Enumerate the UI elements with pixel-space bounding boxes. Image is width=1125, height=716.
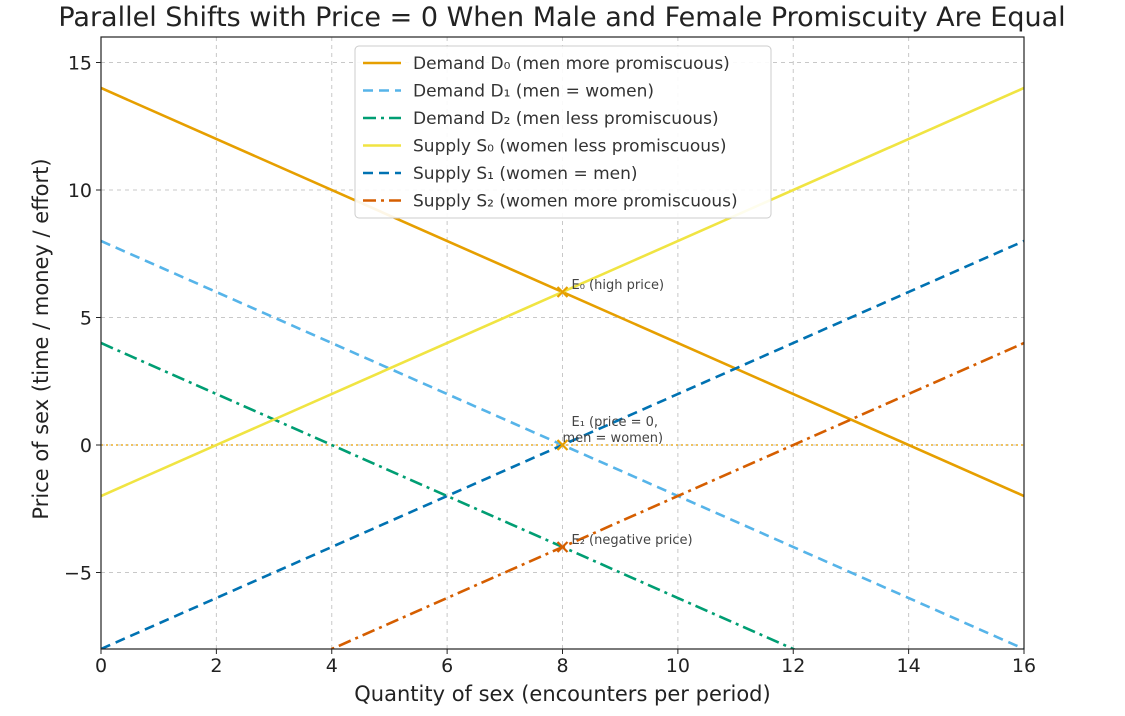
x-tick-label: 6 — [441, 655, 453, 677]
equilibrium-marker-0 — [556, 286, 569, 298]
legend-label: Supply S₂ (women more promiscuous) — [413, 192, 738, 212]
legend-entry-2: Demand D₂ (men less promiscuous) — [363, 109, 719, 129]
legend-entry-5: Supply S₂ (women more promiscuous) — [363, 192, 738, 212]
legend-label: Supply S₀ (women less promiscuous) — [413, 137, 727, 157]
legend-label: Demand D₂ (men less promiscuous) — [413, 109, 719, 129]
legend-box — [354, 45, 772, 219]
x-tick-label: 0 — [95, 655, 107, 677]
x-tick-label: 4 — [326, 655, 338, 677]
x-tick-label: 2 — [210, 655, 222, 677]
chart-title: Parallel Shifts with Price = 0 When Male… — [58, 2, 1065, 33]
legend-label: Demand D₁ (men = women) — [413, 82, 654, 102]
legend-entry-0: Demand D₀ (men more promiscuous) — [363, 54, 730, 74]
equilibrium-marker-2 — [556, 541, 569, 553]
x-tick-label: 8 — [556, 655, 568, 677]
y-tick-label: 10 — [68, 180, 92, 202]
x-tick-label: 16 — [1012, 655, 1036, 677]
equilibrium-label-1: men = women) — [563, 431, 664, 446]
x-tick-label: 12 — [781, 655, 805, 677]
legend-label: Demand D₀ (men more promiscuous) — [413, 54, 730, 74]
legend: Demand D₀ (men more promiscuous) Demand D… — [354, 45, 772, 219]
legend-entry-1: Demand D₁ (men = women) — [363, 82, 654, 102]
y-tick-label: 0 — [80, 435, 92, 457]
y-tick-label: 5 — [80, 308, 92, 330]
x-tick-label: 14 — [897, 655, 921, 677]
x-axis-label: Quantity of sex (encounters per period) — [354, 682, 770, 706]
legend-label: Supply S₁ (women = men) — [413, 164, 638, 184]
y-tick-label: −5 — [64, 563, 92, 585]
legend-entry-3: Supply S₀ (women less promiscuous) — [363, 137, 727, 157]
legend-entry-4: Supply S₁ (women = men) — [363, 164, 638, 184]
equilibrium-label-0: E₀ (high price) — [572, 278, 665, 293]
y-axis-label: Price of sex (time / money / effort) — [29, 158, 53, 519]
equilibrium-label-1: E₁ (price = 0, — [572, 415, 659, 430]
x-tick-label: 10 — [666, 655, 690, 677]
equilibrium-label-2: E₂ (negative price) — [572, 533, 693, 548]
y-tick-label: 15 — [68, 53, 92, 75]
equilibrium-marker-1 — [556, 439, 569, 451]
ticks: 0 2 4 6 8 10 12 14 16 −5 0 5 10 15 — [64, 53, 1036, 678]
